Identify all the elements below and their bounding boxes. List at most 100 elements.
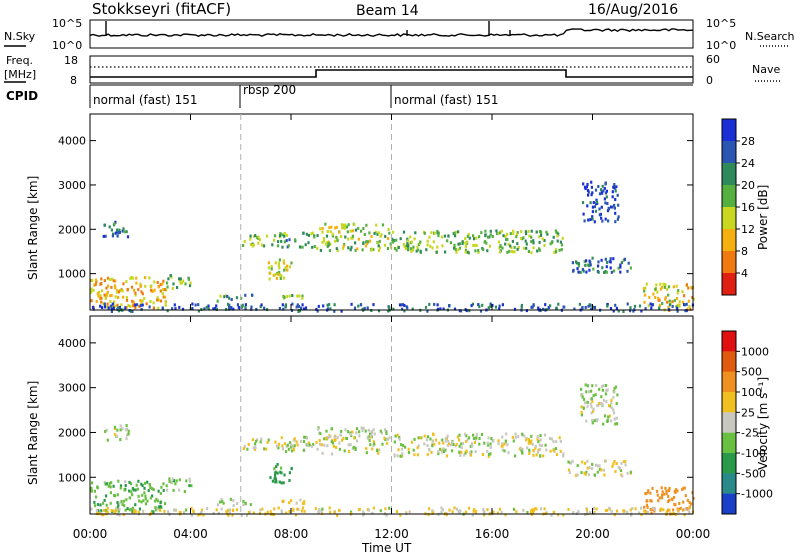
power-cell <box>453 307 457 311</box>
power-cell <box>298 294 301 298</box>
velocity-cell <box>514 454 517 458</box>
velocity-cell <box>514 435 517 439</box>
velocity-cell <box>134 509 137 513</box>
velocity-cell <box>486 508 489 512</box>
velocity-cell <box>665 492 668 496</box>
velocity-cell <box>228 511 231 515</box>
velocity-cell <box>650 511 653 515</box>
power-cell <box>391 237 394 241</box>
sky-left-tick-top: 10^5 <box>52 17 82 30</box>
velocity-cell <box>342 436 345 440</box>
power-cell <box>594 209 598 213</box>
power-cell <box>600 188 603 192</box>
velocity-cell <box>604 509 607 513</box>
velocity-cell <box>521 448 524 451</box>
power-cell <box>489 302 492 306</box>
velocity-cell <box>143 481 147 485</box>
velocity-cell <box>168 480 171 483</box>
velocity-cell <box>372 440 375 444</box>
velocity-cell <box>592 394 595 398</box>
velocity-cell <box>183 511 186 514</box>
power-cell <box>159 289 162 293</box>
power-cell <box>609 257 612 261</box>
velocity-cell <box>615 416 618 420</box>
velocity-cell <box>665 510 668 514</box>
power-cell <box>387 309 390 313</box>
velocity-cell <box>439 447 442 451</box>
power-cell <box>110 293 113 297</box>
power-cell <box>163 295 167 299</box>
power-cell <box>118 306 121 309</box>
velocity-cell <box>429 437 432 441</box>
velocity-cell <box>428 448 431 451</box>
velocity-cell <box>442 447 445 451</box>
velocity-cell <box>603 414 607 418</box>
colorbar-tick-label: 12 <box>741 223 755 236</box>
velocity-cell <box>444 436 447 440</box>
power-cell <box>392 239 395 242</box>
velocity-cell <box>545 448 548 452</box>
velocity-cell <box>535 453 538 457</box>
power-cell <box>121 289 124 293</box>
velocity-cell <box>555 453 559 456</box>
power-cell <box>605 270 608 274</box>
velocity-cell <box>598 387 601 391</box>
power-cell <box>410 240 413 244</box>
power-cell <box>425 248 428 252</box>
power-cell <box>223 295 226 299</box>
power-cell <box>365 223 368 227</box>
velocity-cell <box>600 402 603 405</box>
power-cell <box>122 227 125 231</box>
velocity-cell <box>468 451 472 455</box>
velocity-cell <box>143 491 146 495</box>
power-cell <box>156 281 159 284</box>
power-cell <box>136 303 139 307</box>
velocity-cell <box>251 438 254 442</box>
power-cell <box>604 191 608 195</box>
velocity-cell <box>602 384 605 388</box>
colorbar-swatch <box>722 185 736 208</box>
velocity-cell <box>114 509 117 513</box>
velocity-cell <box>200 508 204 512</box>
velocity-cell <box>500 511 503 514</box>
power-cell <box>664 284 667 288</box>
power-cell <box>611 190 614 194</box>
power-cell <box>489 229 492 233</box>
velocity-cell <box>401 452 404 456</box>
power-cell <box>597 260 600 264</box>
velocity-cell <box>408 510 411 514</box>
velocity-cell <box>386 437 390 441</box>
velocity-cell <box>367 428 370 432</box>
power-cell <box>546 232 549 236</box>
power-cell <box>638 304 642 308</box>
velocity-cell <box>355 427 359 431</box>
power-cell <box>500 229 503 233</box>
velocity-cell <box>280 481 283 485</box>
velocity-cell <box>590 411 593 415</box>
velocity-cell <box>132 488 136 492</box>
power-cell <box>280 239 283 243</box>
velocity-cell <box>281 444 284 448</box>
power-cell <box>424 305 428 309</box>
power-cell <box>591 210 594 214</box>
power-cell <box>530 229 533 233</box>
power-cell <box>560 248 563 252</box>
velocity-cell <box>369 432 372 436</box>
velocity-cell <box>518 447 521 451</box>
velocity-cell <box>478 442 481 446</box>
power-cell <box>113 300 116 304</box>
power-cell <box>268 277 271 281</box>
velocity-cell <box>265 447 268 451</box>
power-cell <box>406 237 409 241</box>
power-cell <box>598 213 601 217</box>
power-cell <box>597 264 600 268</box>
colorbar-swatch <box>722 412 736 434</box>
power-cell <box>95 300 98 303</box>
velocity-cell <box>383 436 386 440</box>
power-cell <box>103 223 107 227</box>
velocity-cell <box>433 442 436 446</box>
power-cell <box>592 267 595 271</box>
velocity-cell <box>431 439 434 443</box>
power-cell <box>270 264 273 268</box>
velocity-cell <box>621 474 624 478</box>
